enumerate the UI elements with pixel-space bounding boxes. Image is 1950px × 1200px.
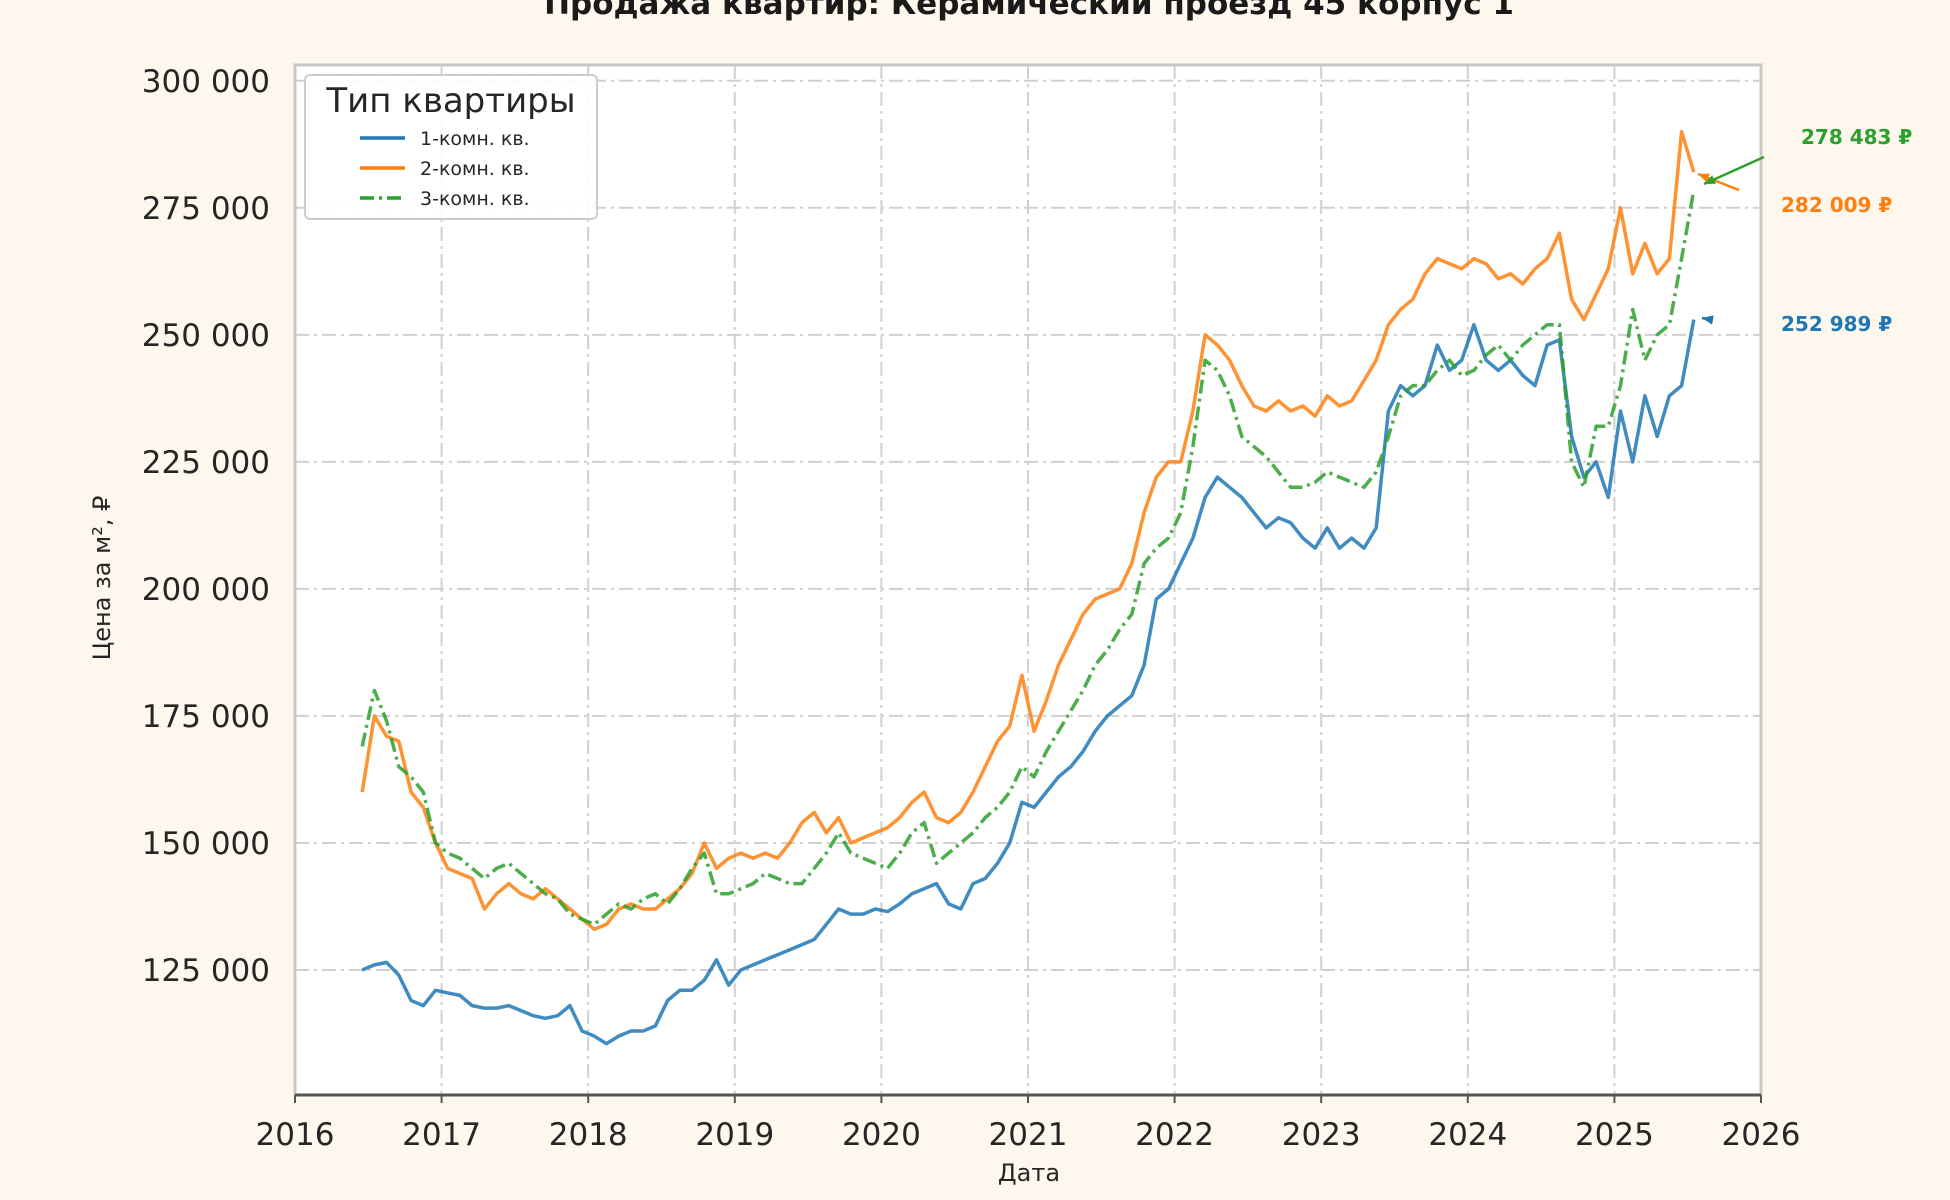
legend-label: 1-комн. кв. [420,128,530,150]
y-ticks: 125 000 150 000 175 000 200 000 225 000 250 0… [142,64,270,989]
x-tick-label: 2020 [842,1117,921,1153]
x-tick-label: 2021 [989,1117,1068,1153]
x-tick-label: 2019 [695,1117,774,1153]
y-tick-label: 250 000 [142,318,270,354]
arrow-head [1698,173,1710,183]
y-tick-label: 175 000 [142,699,270,735]
legend-label: 2-комн. кв. [420,158,530,180]
x-ticks: 2016 2017 2018 2019 2020 2021 2022 2023 2024 2025… [256,1095,1801,1153]
last-value-label: 278 483 ₽ [1801,125,1912,149]
last-value-label: 282 009 ₽ [1781,193,1892,217]
x-tick-label: 2024 [1428,1117,1507,1153]
legend-label: 3-комн. кв. [420,188,530,210]
x-axis-label: Дата [998,1159,1060,1187]
series-lines [360,129,1696,1046]
y-axis-label: Цена за м², ₽ [88,496,116,661]
y-tick-label: 300 000 [142,64,270,100]
x-tick-label: 2018 [549,1117,628,1153]
x-tick-label: 2026 [1722,1117,1801,1153]
y-tick-label: 225 000 [142,445,270,481]
annotations: 252 989 ₽ 282 009 ₽ 278 483 ₽ [1697,125,1912,336]
last-value-label: 252 989 ₽ [1781,312,1892,336]
x-tick-label: 2022 [1135,1117,1214,1153]
arrow-head [1702,315,1714,325]
x-tick-label: 2016 [256,1117,335,1153]
legend: Тип квартиры 1-комн. кв. 2-комн. кв. 3-ком… [304,74,598,220]
x-tick-label: 2023 [1282,1117,1361,1153]
y-tick-label: 275 000 [142,191,270,227]
chart-title: Продажа квартир: Керамический проезд 45 … [544,0,1514,22]
x-tick-label: 2017 [402,1117,481,1153]
legend-title: Тип квартиры [325,81,575,121]
legend-box [304,74,598,220]
series-line-3 [360,189,1696,927]
x-tick-label: 2025 [1575,1117,1654,1153]
series-line-1 [361,319,1696,1046]
y-tick-label: 125 000 [142,953,270,989]
y-tick-label: 150 000 [142,826,270,862]
arrow-head [1704,175,1716,184]
y-tick-label: 200 000 [142,572,270,608]
